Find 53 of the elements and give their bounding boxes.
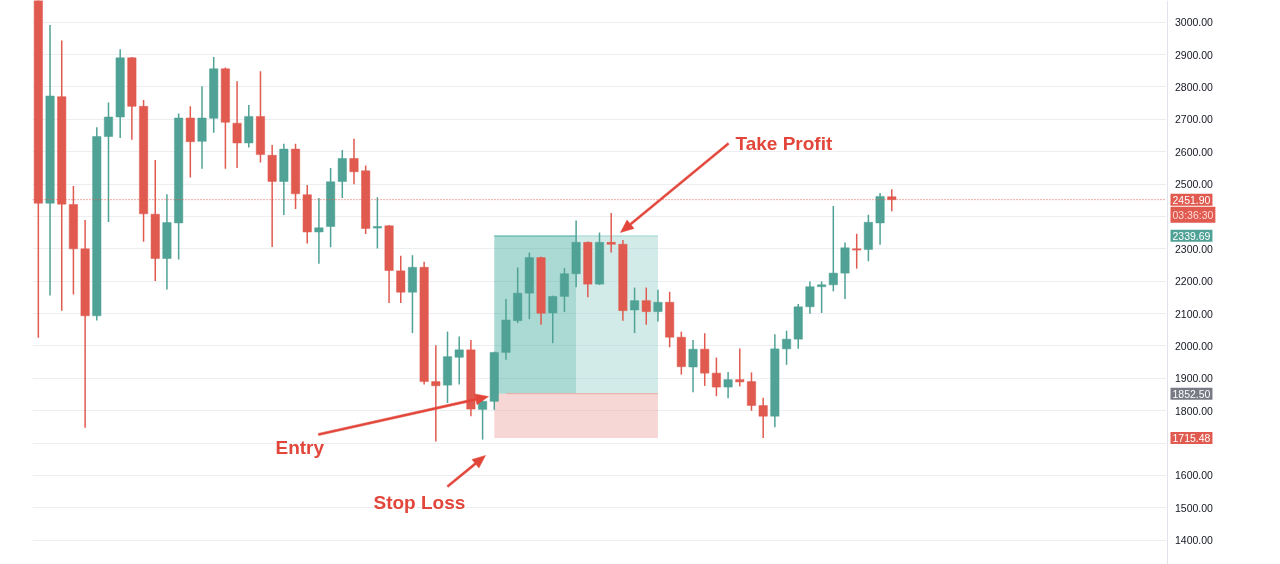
annotation: Stop Loss xyxy=(373,492,466,513)
candlestick xyxy=(314,197,324,264)
y-tick-label: 1400.00 xyxy=(1175,534,1214,547)
candlestick xyxy=(782,330,792,365)
candlestick xyxy=(805,281,815,314)
text: 1852.50 xyxy=(1172,387,1211,400)
candlestick xyxy=(653,289,663,322)
text: 2339.69 xyxy=(1172,229,1211,242)
y-tick-label: 2100.00 xyxy=(1175,307,1214,320)
candlestick xyxy=(688,340,698,393)
candlestick xyxy=(454,336,464,385)
candlestick xyxy=(197,86,207,169)
candlestick xyxy=(232,81,242,168)
candlestick xyxy=(852,233,862,269)
candlestick xyxy=(735,348,745,387)
y-tick-label: 2200.00 xyxy=(1175,275,1214,288)
candlestick xyxy=(758,397,768,439)
candlestick xyxy=(630,287,640,334)
candlestick xyxy=(372,197,382,249)
y-tick-label: 2900.00 xyxy=(1175,48,1214,61)
candlestick xyxy=(711,357,721,397)
y-tick-label: 2500.00 xyxy=(1175,178,1214,191)
candlestick xyxy=(559,268,569,313)
text: 03:36:30 xyxy=(1172,208,1214,221)
candlestick xyxy=(431,345,441,442)
y-tick-label: 2300.00 xyxy=(1175,242,1214,255)
annotation: Entry xyxy=(275,437,325,458)
candlestick xyxy=(185,106,195,178)
candlestick xyxy=(548,295,558,344)
candlestick xyxy=(337,149,347,199)
y-tick-label: 2600.00 xyxy=(1175,145,1214,158)
candlestick xyxy=(817,281,827,314)
ref-line-label: 2451.90 xyxy=(1172,193,1211,206)
text: 1715.48 xyxy=(1172,432,1211,444)
candlestick xyxy=(396,255,406,303)
y-tick-label: 1800.00 xyxy=(1175,404,1214,417)
y-tick-label: 2700.00 xyxy=(1175,113,1214,126)
y-tick-label: 2000.00 xyxy=(1175,339,1214,352)
candlestick xyxy=(723,372,733,399)
candlestick xyxy=(700,333,710,386)
y-tick-label: 1900.00 xyxy=(1175,372,1214,385)
y-tick-label: 1500.00 xyxy=(1175,501,1214,514)
candlestick xyxy=(606,213,616,253)
y-tick-label: 3000.00 xyxy=(1175,16,1214,29)
candlestick xyxy=(641,287,651,325)
candlestick xyxy=(747,372,756,411)
candlestick xyxy=(828,205,838,292)
annotation: Take Profit xyxy=(735,133,833,154)
candlestick xyxy=(104,102,113,223)
y-tick-label: 1600.00 xyxy=(1175,469,1214,482)
candlestick xyxy=(349,138,359,185)
candlestick xyxy=(478,400,488,440)
y-tick-label: 2800.00 xyxy=(1175,80,1214,93)
